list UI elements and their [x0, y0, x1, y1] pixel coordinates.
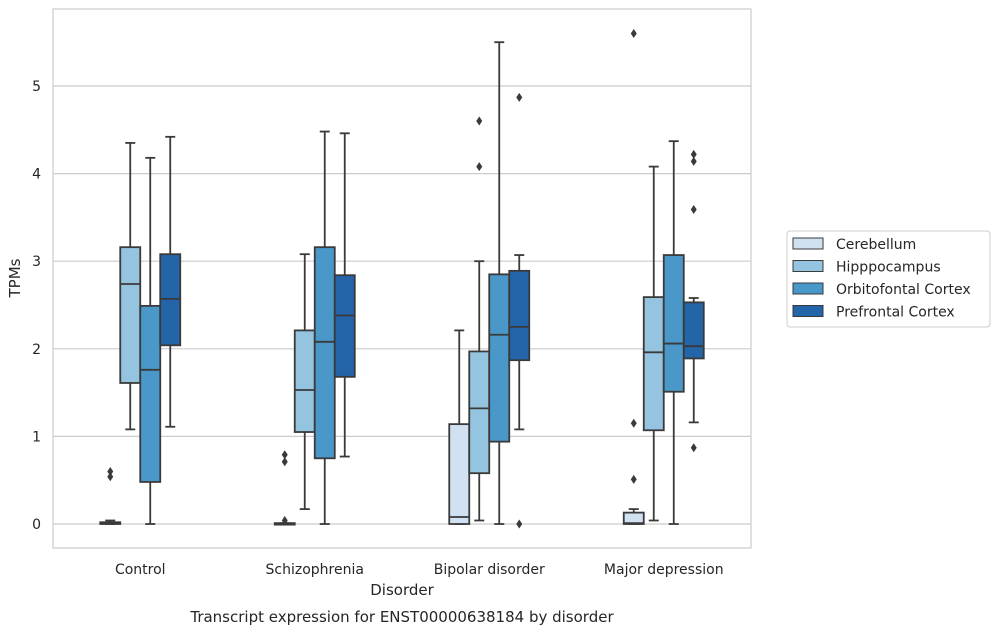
legend-swatch	[792, 282, 824, 295]
box-group	[293, 253, 316, 511]
legend-swatch	[792, 237, 824, 250]
outlier-point	[690, 149, 697, 159]
y-tick-label: 3	[32, 254, 41, 270]
outlier-point	[107, 466, 114, 476]
box	[448, 423, 471, 525]
legend-label: Orbitofontal Cortex	[836, 282, 971, 298]
box-group	[622, 28, 645, 525]
legend-label: Prefrontal Cortex	[836, 305, 955, 321]
box-group	[448, 329, 471, 525]
box	[293, 329, 316, 433]
outlier-point	[630, 28, 637, 38]
y-axis-label: TPMs	[6, 258, 24, 298]
box	[662, 254, 685, 393]
box-group	[159, 135, 182, 428]
outlier-point	[281, 515, 288, 525]
y-tick-label: 1	[32, 429, 41, 445]
x-tick-label: Control	[115, 562, 166, 578]
x-tick-label: Schizophrenia	[266, 562, 364, 578]
y-tick-labels: 0 1 2 3 4 5	[32, 79, 41, 533]
legend-frame	[786, 230, 991, 328]
y-tick-label: 4	[32, 167, 41, 183]
box	[313, 246, 336, 460]
box-group	[119, 142, 142, 431]
legend-label: Hipppocampus	[836, 260, 941, 276]
outlier-point	[690, 443, 697, 453]
outlier-point	[476, 162, 483, 172]
outlier-point	[281, 450, 288, 460]
box	[642, 296, 665, 432]
outlier-point	[690, 205, 697, 215]
x-tick-label: Major depression	[604, 562, 724, 578]
y-tick-label: 0	[32, 517, 41, 533]
outlier-point	[281, 457, 288, 467]
outlier-point	[630, 474, 637, 484]
chart-caption: Transcript expression for ENST0000063818…	[189, 608, 614, 626]
boxes	[99, 28, 705, 529]
box-group	[642, 165, 665, 522]
legend-swatch	[792, 305, 824, 317]
box	[119, 246, 142, 384]
box-group	[333, 132, 356, 458]
box	[508, 269, 531, 362]
box	[488, 273, 511, 443]
box-group	[508, 92, 531, 529]
outlier-point	[476, 116, 483, 126]
legend: Cerebellum Hipppocampus Orbitofontal Corte…	[786, 230, 991, 328]
outlier-point	[516, 519, 523, 529]
box-group	[99, 466, 122, 525]
y-tick-label: 5	[32, 79, 41, 95]
outlier-point	[516, 92, 523, 102]
box-group	[139, 156, 162, 525]
legend-label: Cerebellum	[836, 237, 916, 253]
outlier-point	[107, 472, 114, 482]
box	[468, 350, 491, 475]
x-axis-label: Disorder	[370, 581, 434, 599]
y-tick-label: 2	[32, 342, 41, 358]
box-group	[682, 149, 705, 453]
outlier-point	[690, 156, 697, 166]
box	[333, 274, 356, 378]
x-tick-labels: Control Schizophrenia Bipolar disorder Majo…	[115, 562, 724, 578]
box-group	[273, 450, 296, 526]
box	[682, 301, 705, 360]
legend-swatch	[792, 260, 824, 272]
box	[139, 304, 162, 483]
x-tick-label: Bipolar disorder	[434, 562, 545, 578]
outlier-point	[630, 418, 637, 428]
